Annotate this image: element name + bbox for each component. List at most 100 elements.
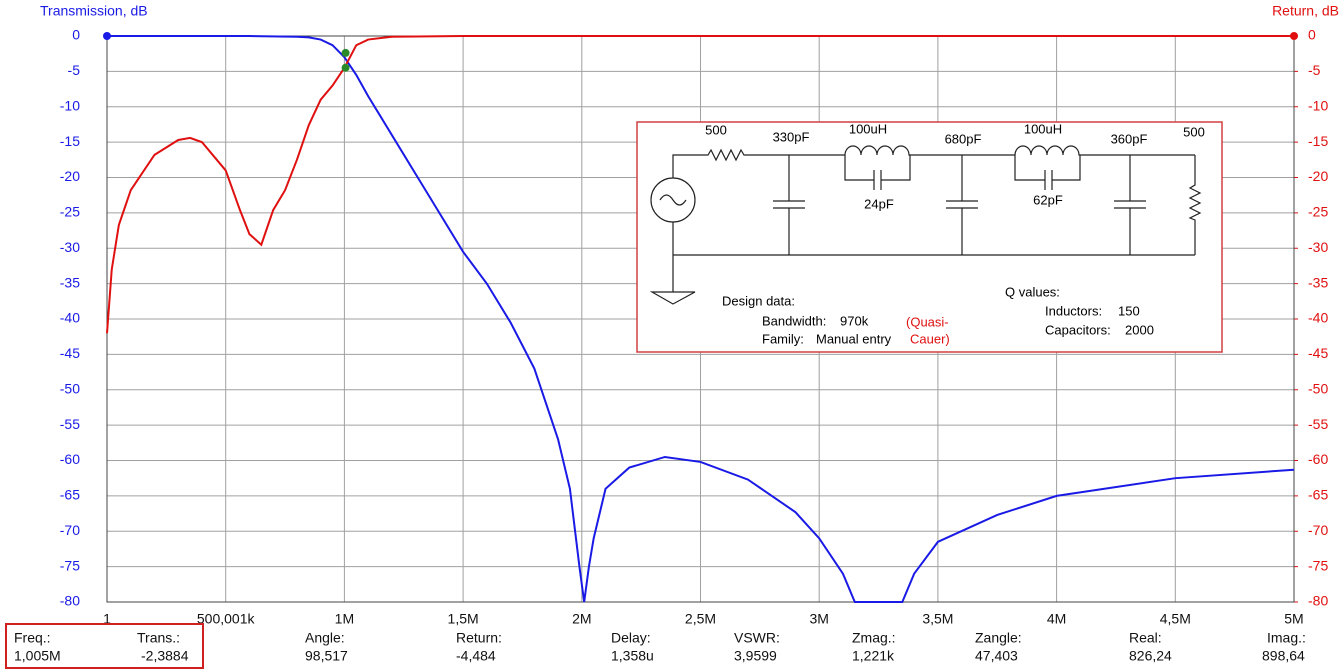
y2-tick-label: -20: [1308, 168, 1328, 184]
readout-bar: Freq.: 1,005M Trans.: -2,3884 Angle: 98,517 Re…: [14, 630, 1306, 664]
y2-tick-label: -55: [1308, 416, 1328, 432]
y-tick-label: -40: [60, 310, 80, 326]
component-label: 360pF: [1111, 131, 1148, 146]
y2-tick-label: -5: [1308, 62, 1321, 78]
y-tick-label: -5: [68, 62, 81, 78]
y-tick-label: -45: [60, 345, 80, 361]
component-label: 100uH: [1024, 121, 1062, 136]
y2-tick-label: -80: [1308, 593, 1328, 609]
inductors-label: Inductors:: [1045, 303, 1102, 318]
x-tick-label: 500,001k: [197, 611, 256, 627]
y2-tick-label: -65: [1308, 487, 1328, 503]
component-label: 330pF: [773, 129, 810, 144]
x-tick-label: 3M: [809, 611, 828, 627]
y-tick-label: -20: [60, 168, 80, 184]
y2-tick-label: -35: [1308, 274, 1328, 290]
series-line: [107, 35, 1295, 603]
family-label: Family:: [762, 331, 804, 346]
end-marker: [1290, 32, 1298, 40]
readout-label: Return:: [456, 630, 502, 646]
readout-value: 98,517: [305, 648, 348, 664]
y2-tick-label: -25: [1308, 204, 1328, 220]
y-tick-label: -75: [60, 557, 80, 573]
y2-axis-title: Return, dB: [1272, 3, 1339, 19]
bandwidth-label: Bandwidth:: [762, 313, 826, 328]
schematic: 500 330pF 100uH 24pF 680pF 100uH 62pF 36…: [636, 121, 1223, 353]
readout-label: Freq.:: [14, 630, 51, 646]
inductors-value: 150: [1118, 303, 1140, 318]
readout-value: 1,221k: [852, 648, 895, 664]
capacitors-value: 2000: [1125, 322, 1154, 337]
readout-label: VSWR:: [734, 630, 780, 646]
cursor-highlight: [5, 623, 204, 669]
x-tick-label: 5M: [1284, 611, 1303, 627]
component-label: 680pF: [945, 131, 982, 146]
y-tick-label: -60: [60, 451, 80, 467]
cursor-marker: [341, 48, 350, 57]
component-label: 100uH: [849, 121, 887, 136]
readout-label: Angle:: [305, 630, 345, 646]
family-note: Cauer): [910, 331, 950, 346]
x-tick-label: 2,5M: [685, 611, 716, 627]
y2-tick-label: -45: [1308, 345, 1328, 361]
y-tick-label: -15: [60, 133, 80, 149]
y2-tick-label: -75: [1308, 557, 1328, 573]
y-tick-label: 0: [72, 27, 80, 43]
x-tick-label: 1: [103, 611, 111, 627]
readout-value: 826,24: [1129, 648, 1172, 664]
readout-label: Trans.:: [137, 630, 180, 646]
readout-value: 3,9599: [734, 648, 777, 664]
y2-tick-label: -10: [1308, 97, 1328, 113]
y-tick-label: -25: [60, 204, 80, 220]
readout-value: 898,64: [1262, 648, 1305, 664]
readout-label: Zangle:: [975, 630, 1022, 646]
x-tick-label: 2M: [572, 611, 591, 627]
y2-tick-label: -15: [1308, 133, 1328, 149]
schematic-frame: [636, 121, 1223, 353]
y2-tick-label: -70: [1308, 522, 1328, 538]
y-tick-label: -30: [60, 239, 80, 255]
y-tick-label: -10: [60, 97, 80, 113]
cursor-marker: [341, 63, 350, 72]
y2-tick-label: 0: [1308, 27, 1316, 43]
y2-tick-label: -40: [1308, 310, 1328, 326]
component-label: 500: [1183, 124, 1205, 139]
readout-value: 47,403: [975, 648, 1018, 664]
x-tick-label: 3,5M: [922, 611, 953, 627]
readout-value: 1,358u: [611, 648, 654, 664]
x-tick-label: 1,5M: [448, 611, 479, 627]
readout-label: Real:: [1129, 630, 1162, 646]
readout-label: Imag.:: [1267, 630, 1306, 646]
q-title: Q values:: [1005, 284, 1060, 299]
y-tick-label: -70: [60, 522, 80, 538]
component-label: 500: [705, 122, 727, 137]
y-tick-label: -35: [60, 274, 80, 290]
y-tick-label: -65: [60, 487, 80, 503]
end-marker: [103, 32, 111, 40]
y-tick-label: -80: [60, 593, 80, 609]
readout-value: 1,005M: [14, 648, 61, 664]
y-axis-title: Transmission, dB: [40, 3, 148, 19]
y2-tick-label: -50: [1308, 380, 1328, 396]
y-tick-label: -50: [60, 380, 80, 396]
family-value: Manual entry: [816, 331, 892, 346]
design-title: Design data:: [722, 293, 795, 308]
x-tick-label: 4M: [1047, 611, 1066, 627]
series-line: [106, 35, 1294, 334]
y2-tick-label: -30: [1308, 239, 1328, 255]
component-label: 24pF: [864, 196, 894, 211]
family-note: (Quasi-: [906, 314, 949, 329]
readout-value: -2,3884: [141, 648, 189, 664]
readout-value: -4,484: [456, 648, 496, 664]
x-tick-label: 4,5M: [1160, 611, 1191, 627]
x-tick-label: 1M: [335, 611, 354, 627]
circuit: [649, 145, 1202, 305]
y2-tick-label: -60: [1308, 451, 1328, 467]
bandwidth-value: 970k: [840, 313, 869, 328]
capacitors-label: Capacitors:: [1045, 322, 1111, 337]
component-label: 62pF: [1033, 192, 1063, 207]
readout-label: Zmag.:: [852, 630, 896, 646]
y-tick-label: -55: [60, 416, 80, 432]
